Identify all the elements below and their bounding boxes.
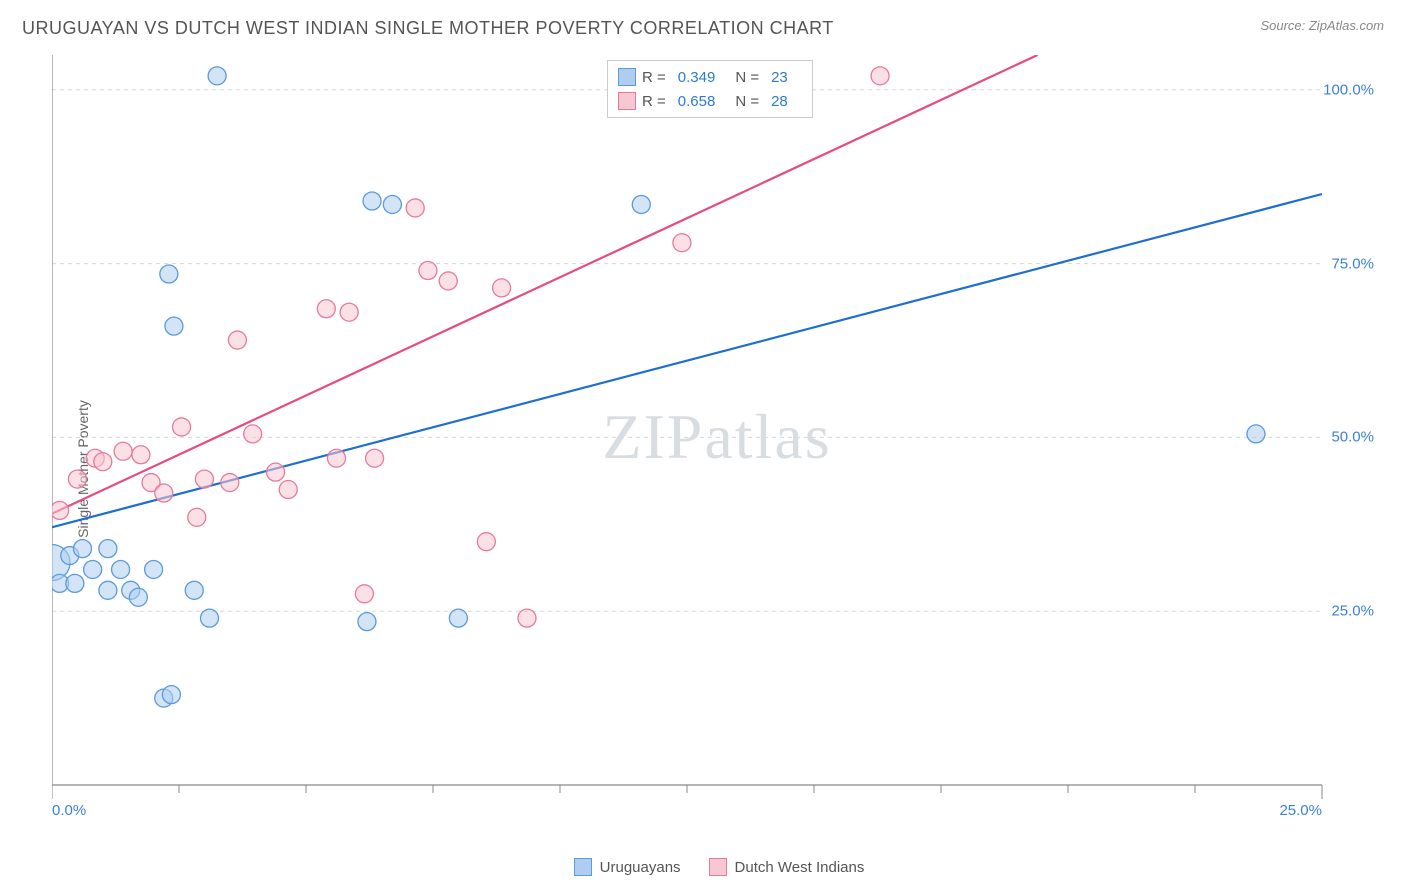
y-tick-label: 50.0% (1331, 429, 1374, 446)
legend-item-dutch: Dutch West Indians (709, 858, 865, 876)
y-tick-label: 100.0% (1323, 81, 1374, 98)
y-tick-label: 25.0% (1331, 603, 1374, 620)
series-legend: Uruguayans Dutch West Indians (42, 858, 1396, 876)
legend-n-label: N = (735, 69, 759, 86)
legend-swatch-dutch (709, 858, 727, 876)
legend-n-label: N = (735, 93, 759, 110)
legend-r-label: R = (642, 93, 666, 110)
chart-container: Single Mother Poverty ZIPatlas R = 0.349… (42, 55, 1396, 882)
plot-area: ZIPatlas R = 0.349 N = 23 R = 0.658 N = … (52, 55, 1382, 835)
chart-title: URUGUAYAN VS DUTCH WEST INDIAN SINGLE MO… (22, 18, 834, 39)
y-tick-label: 75.0% (1331, 255, 1374, 272)
x-tick-label: 0.0% (52, 802, 86, 819)
legend-row-dutch: R = 0.658 N = 28 (618, 89, 802, 113)
legend-label: Uruguayans (600, 859, 681, 876)
correlation-legend: R = 0.349 N = 23 R = 0.658 N = 28 (607, 60, 813, 118)
legend-r-value: 0.349 (678, 69, 716, 86)
legend-r-label: R = (642, 69, 666, 86)
scatter-plot-svg (52, 55, 1382, 835)
legend-n-value: 28 (771, 93, 788, 110)
chart-source: Source: ZipAtlas.com (1260, 18, 1384, 33)
legend-n-value: 23 (771, 69, 788, 86)
chart-header: URUGUAYAN VS DUTCH WEST INDIAN SINGLE MO… (0, 0, 1406, 47)
x-tick-label: 25.0% (1279, 802, 1322, 819)
legend-r-value: 0.658 (678, 93, 716, 110)
legend-swatch-uruguayans (618, 68, 636, 86)
legend-swatch-uruguayans (574, 858, 592, 876)
legend-item-uruguayans: Uruguayans (574, 858, 681, 876)
legend-swatch-dutch (618, 92, 636, 110)
legend-row-uruguayans: R = 0.349 N = 23 (618, 65, 802, 89)
legend-label: Dutch West Indians (735, 859, 865, 876)
